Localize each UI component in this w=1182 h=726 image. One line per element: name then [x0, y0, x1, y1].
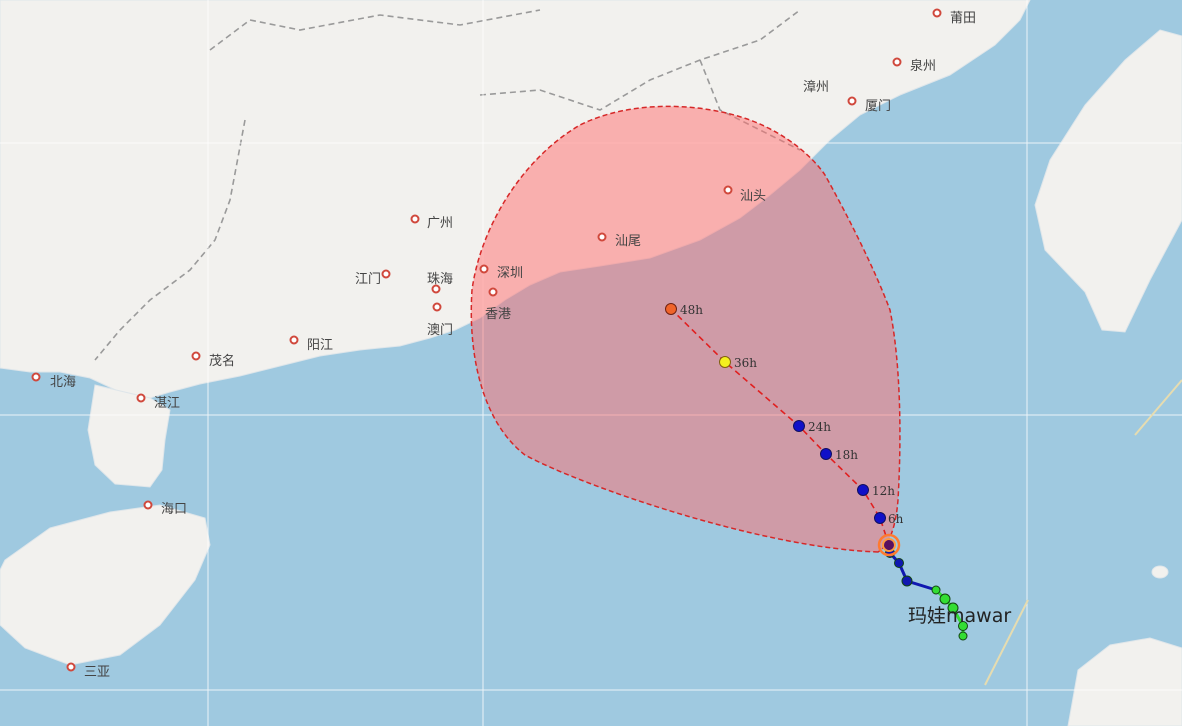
forecast-label: 48h	[680, 303, 703, 317]
forecast-point-36h[interactable]: 36h	[719, 356, 758, 370]
past-point[interactable]	[939, 593, 951, 605]
city-label: 茂名	[209, 353, 235, 369]
city-label: 珠海	[427, 272, 453, 287]
city-label: 海口	[161, 502, 187, 517]
forecast-point-24h[interactable]: 24h	[793, 420, 832, 434]
city-markers	[31, 8, 942, 672]
forecast-label: 36h	[734, 356, 757, 370]
forecast-point-12h[interactable]: 12h	[857, 484, 896, 498]
city-labels: 莆田 泉州 漳州 厦门 汕头 汕尾 广州 深圳 香港 珠海 澳门 江门 阳江 茂…	[50, 11, 976, 680]
past-point[interactable]	[958, 621, 968, 631]
forecast-cone[interactable]	[470, 105, 901, 553]
typhoon-name-en: mawar	[946, 605, 1011, 627]
forecast-label: 24h	[808, 420, 831, 434]
forecast-point-18h[interactable]: 18h	[820, 448, 859, 462]
boundary-line	[984, 599, 1029, 686]
past-point[interactable]	[947, 602, 959, 614]
past-track-points	[885, 548, 968, 641]
typhoon-name-cn: 玛娃	[908, 605, 946, 627]
city-label: 三亚	[84, 665, 110, 680]
hainan-island	[0, 504, 211, 666]
forecast-point-6h[interactable]: 6h	[874, 512, 904, 526]
luzon-island	[1067, 637, 1182, 726]
city-label: 汕头	[740, 189, 766, 204]
city-label: 漳州	[803, 79, 829, 95]
city-label: 阳江	[307, 338, 333, 353]
forecast-label: 18h	[835, 448, 858, 462]
past-point[interactable]	[958, 631, 968, 641]
city-label: 江门	[355, 272, 381, 287]
city-label: 泉州	[910, 58, 936, 74]
city-label: 北海	[50, 375, 76, 390]
typhoon-current-position-icon[interactable]	[877, 533, 901, 557]
city-label: 澳门	[427, 322, 453, 338]
city-label: 香港	[485, 307, 511, 322]
forecast-label: 6h	[888, 512, 904, 526]
forecast-points: 6h 12h 18h 24h 36h 48h	[665, 303, 904, 526]
past-point[interactable]	[931, 585, 941, 595]
city-label: 莆田	[950, 11, 976, 26]
city-label: 湛江	[154, 396, 180, 411]
forecast-label: 12h	[872, 484, 895, 498]
city-label: 厦门	[865, 99, 891, 114]
city-label: 汕尾	[615, 234, 641, 249]
past-point[interactable]	[894, 558, 904, 568]
city-label: 深圳	[497, 266, 523, 281]
taiwan-island	[1034, 29, 1182, 333]
leizhou-peninsula	[87, 384, 171, 488]
past-point[interactable]	[901, 575, 913, 587]
city-label: 广州	[427, 216, 453, 231]
boundary-line	[1134, 379, 1182, 436]
forecast-point-48h[interactable]: 48h	[665, 303, 704, 317]
small-island	[1151, 565, 1169, 579]
